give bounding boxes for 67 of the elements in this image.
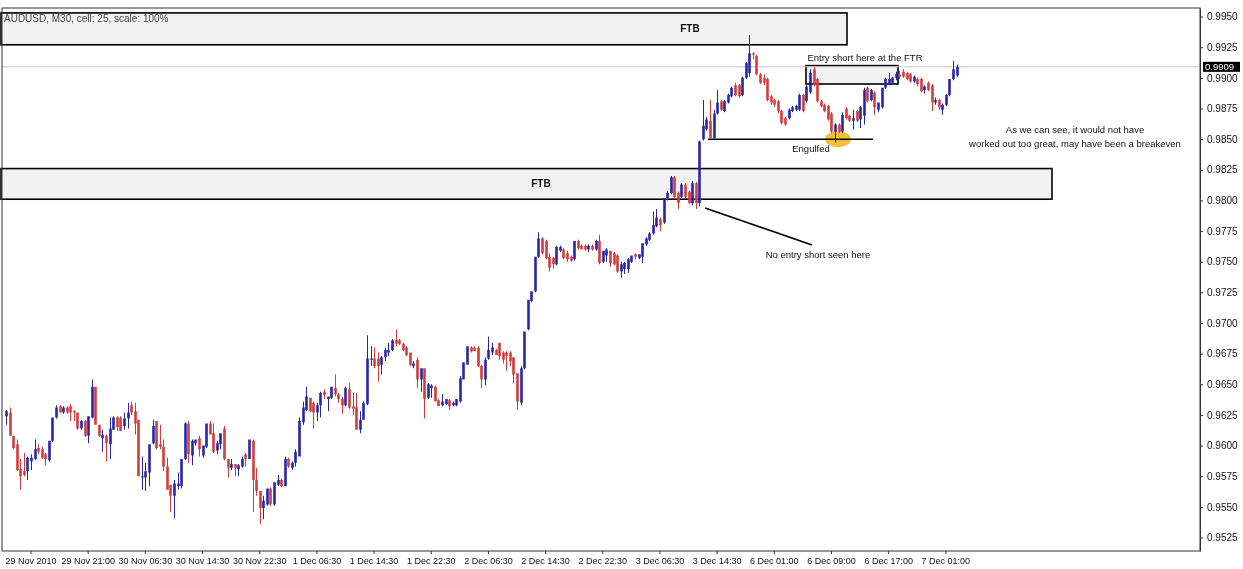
x-tick-label: 29 Nov 21:00 <box>61 556 115 566</box>
candlestick <box>898 70 901 80</box>
x-tick-label: 6 Dec 17:00 <box>864 556 913 566</box>
candlestick <box>377 352 380 382</box>
y-tick-label: 0.9950 <box>1207 11 1239 23</box>
ref-line-label: Engulfed <box>792 143 830 155</box>
y-tick-label: 0.9900 <box>1207 72 1239 84</box>
candlestick <box>127 402 130 429</box>
x-tick-label: 29 Nov 2010 <box>5 556 57 566</box>
text: AUDUSD, M30, cell: 25, scale: 100% <box>4 13 169 24</box>
y-tick-label: 0.9850 <box>1207 133 1239 145</box>
x-tick-label: 30 Nov 14:30 <box>175 556 230 566</box>
x-tick-label: 1 Dec 22:30 <box>406 556 456 566</box>
candlestick <box>838 123 841 134</box>
candlestick <box>234 463 237 477</box>
candlestick <box>141 456 144 490</box>
y-tick-label: 0.9750 <box>1207 256 1239 268</box>
x-tick-label: 6 Dec 09:00 <box>807 556 856 566</box>
band-label: FTB <box>531 178 551 190</box>
candlestick <box>37 444 40 455</box>
x-tick-label: 2 Dec 06:30 <box>464 556 513 566</box>
candlestick <box>395 329 398 347</box>
candlestick <box>605 248 608 262</box>
x-tick-label: 3 Dec 14:30 <box>692 556 742 566</box>
x-tick-label: 6 Dec 01:00 <box>750 556 799 566</box>
annotation: As we can see, it would not have worked out too great, may have been a breakeven <box>968 124 1181 149</box>
y-tick-label: 0.9650 <box>1207 379 1239 390</box>
y-tick-label: 0.9675 <box>1207 348 1239 360</box>
annotation: No entry short seen here <box>765 249 871 260</box>
candlestick <box>441 394 444 407</box>
x-tick-label: 1 Dec 14:30 <box>349 556 399 566</box>
y-tick-label: 0.9775 <box>1207 225 1239 237</box>
candlestick <box>909 72 912 83</box>
y-tick-label: 0.9550 <box>1207 501 1239 513</box>
candlestick <box>430 384 433 398</box>
x-tick-label: 30 Nov 06:30 <box>118 556 173 566</box>
y-tick-label: 0.9925 <box>1207 41 1239 53</box>
candlestick <box>505 351 508 371</box>
y-tick-label: 0.9575 <box>1207 470 1239 482</box>
candlestick <box>634 253 637 260</box>
x-tick-label: 2 Dec 14:30 <box>521 556 570 566</box>
y-tick-label: 0.9700 <box>1207 317 1239 329</box>
y-tick-label: 0.9875 <box>1207 103 1239 115</box>
candlestick <box>852 109 855 130</box>
x-tick-label: 3 Dec 06:30 <box>635 556 685 566</box>
y-tick-label: 0.9800 <box>1207 195 1239 207</box>
candlestick <box>923 85 926 94</box>
candlestick <box>902 69 905 78</box>
candlestick <box>834 123 837 143</box>
candlestick <box>230 459 233 471</box>
y-tick-label: 0.9525 <box>1207 532 1239 544</box>
band-label: FTB <box>680 23 700 35</box>
y-tick-label: 0.9825 <box>1207 164 1239 176</box>
y-tick-label: 0.9625 <box>1207 409 1239 421</box>
candlestick <box>5 410 8 425</box>
candlestick <box>620 261 623 278</box>
x-tick-label: 2 Dec 22:30 <box>578 556 628 566</box>
candlestick <box>412 361 415 369</box>
candlestick <box>913 75 916 83</box>
x-tick-label: 1 Dec 06:30 <box>292 556 342 566</box>
y-tick-label: 0.9725 <box>1207 287 1239 299</box>
candlestick <box>652 211 655 235</box>
ref-line-label: 0.9909 <box>1205 61 1235 73</box>
x-tick-label: 30 Nov 22:30 <box>232 556 287 566</box>
y-tick-label: 0.9600 <box>1207 440 1239 452</box>
x-tick-label: 7 Dec 01:00 <box>921 556 971 566</box>
band-label: Entry short here at the FTR <box>807 51 923 63</box>
